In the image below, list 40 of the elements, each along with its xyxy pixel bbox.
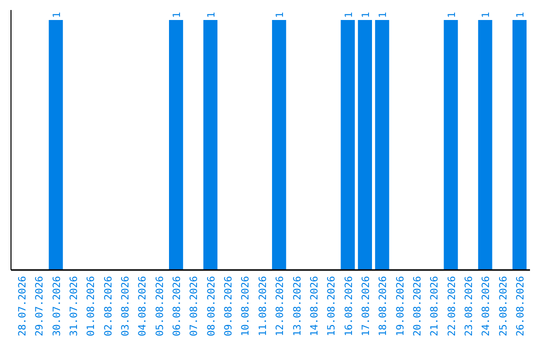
x-tick-label: 11.08.2026 <box>258 276 269 336</box>
x-tick-label: 10.08.2026 <box>240 276 252 336</box>
x-tick-label: 21.08.2026 <box>430 276 441 336</box>
x-tick-label: 15.08.2026 <box>326 276 338 336</box>
x-tick-label: 28.07.2026 <box>17 276 28 336</box>
x-tick-label: 14.08.2026 <box>309 276 320 336</box>
data-label: 1 <box>275 12 286 18</box>
data-label: 1 <box>378 12 390 18</box>
x-tick-label: 24.08.2026 <box>481 276 492 336</box>
x-tick-label: 02.08.2026 <box>103 276 114 336</box>
x-tick-label: 05.08.2026 <box>154 276 166 336</box>
x-tick-label: 12.08.2026 <box>275 276 286 336</box>
x-tick-label: 13.08.2026 <box>292 276 304 336</box>
data-label: 1 <box>344 12 355 18</box>
data-label: 1 <box>206 12 218 18</box>
x-tick-label: 22.08.2026 <box>446 276 458 336</box>
x-tick-label: 23.08.2026 <box>464 276 475 336</box>
x-tick-label: 01.08.2026 <box>86 276 98 336</box>
data-label: 1 <box>52 12 63 18</box>
x-tick-label: 25.08.2026 <box>498 276 510 336</box>
x-tick-label: 17.08.2026 <box>360 276 372 336</box>
data-label: 1 <box>481 12 492 18</box>
x-tick-label: 18.08.2026 <box>378 276 390 336</box>
x-tick-label: 07.08.2026 <box>189 276 200 336</box>
x-tick-label: 09.08.2026 <box>224 276 235 336</box>
x-tick-label: 26.08.2026 <box>516 276 527 336</box>
data-label: 1 <box>172 12 184 18</box>
x-tick-label: 06.08.2026 <box>172 276 184 336</box>
x-tick-label: 08.08.2026 <box>206 276 218 336</box>
data-label: 1 <box>446 12 458 18</box>
data-label: 1 <box>360 12 372 18</box>
x-tick-label: 30.07.2026 <box>52 276 63 336</box>
x-tick-label: 20.08.2026 <box>412 276 424 336</box>
data-label: 1 <box>516 12 527 18</box>
x-tick-label: 03.08.2026 <box>120 276 132 336</box>
x-tick-label: 16.08.2026 <box>344 276 355 336</box>
x-tick-label: 19.08.2026 <box>395 276 406 336</box>
x-tick-label: 31.07.2026 <box>69 276 80 336</box>
x-tick-label: 29.07.2026 <box>34 276 46 336</box>
x-tick-label: 04.08.2026 <box>138 276 149 336</box>
